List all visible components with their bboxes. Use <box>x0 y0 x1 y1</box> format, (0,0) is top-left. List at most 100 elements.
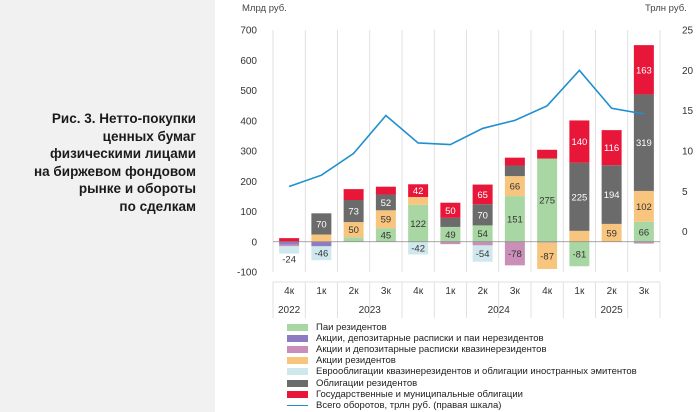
bar-data-label: 73 <box>348 207 359 218</box>
bar-data-label: 65 <box>477 190 488 201</box>
legend-label: Акции и депозитарные расписки квазинерез… <box>316 344 547 356</box>
legend-item: Всего оборотов, трлн руб. (правая шкала) <box>287 400 637 411</box>
legend-swatch <box>287 390 308 398</box>
left-axis-tick-label: 400 <box>240 116 257 127</box>
bar-segment <box>408 241 429 255</box>
bar-segment <box>279 238 300 242</box>
left-axis-tick-label: 100 <box>240 207 257 218</box>
legend-swatch <box>287 335 308 343</box>
x-axis-quarter-label: 3к <box>510 286 521 297</box>
legend-swatch <box>287 368 308 376</box>
x-axis-quarter-label: 1к <box>445 286 456 297</box>
right-axis-tick-label: 5 <box>682 187 688 198</box>
bar-data-label: 70 <box>477 210 488 221</box>
bar-data-label: 163 <box>636 65 652 76</box>
bar-data-label: 116 <box>604 143 619 154</box>
bar-segment <box>311 241 332 247</box>
x-axis-quarter-label: 1к <box>316 286 327 297</box>
legend-item: Акции резидентов <box>287 355 637 366</box>
bar-data-label: 26 <box>510 148 521 159</box>
right-axis-tick-label: 15 <box>682 106 694 117</box>
bar-segment <box>504 241 525 266</box>
bar-segment <box>472 225 493 242</box>
x-axis-quarter-label: 4к <box>413 286 424 297</box>
bar-data-label: 225 <box>571 192 587 203</box>
legend-swatch <box>287 346 308 354</box>
legend-swatch <box>287 404 308 406</box>
bar-data-label: -87 <box>540 251 554 262</box>
bar-segment <box>408 204 429 242</box>
legend-item: Государственные и муниципальные облигаци… <box>287 389 637 400</box>
x-axis-quarter-label: 2к <box>607 286 618 297</box>
bar-segment <box>537 242 558 269</box>
bar-data-label: 52 <box>381 198 392 209</box>
bar-data-label: 151 <box>507 214 523 225</box>
bar-segment <box>279 246 300 254</box>
bar-data-label: 42 <box>413 186 424 197</box>
legend-label: Государственные и муниципальные облигаци… <box>316 388 523 400</box>
bar-segment <box>472 184 493 205</box>
legend-label: Акции резидентов <box>316 355 396 367</box>
bar-segment <box>569 120 590 163</box>
legend-swatch <box>287 379 308 387</box>
x-axis-quarter-label: 1к <box>574 286 585 297</box>
bar-data-label: 319 <box>636 138 652 149</box>
left-axis-tick-label: 700 <box>240 26 257 37</box>
chart-area: Млрд руб. Трлн руб. -100 0 100 200 300 400 500… <box>215 0 700 412</box>
legend-label: Акции, депозитарные расписки и паи нерез… <box>316 333 544 345</box>
bar-segment <box>537 241 558 243</box>
bar-data-label: 102 <box>636 202 652 213</box>
bar-data-label: 70 <box>316 219 327 230</box>
x-axis-quarter-label: 4к <box>284 286 295 297</box>
bar-segment <box>408 184 429 197</box>
bar-segment <box>472 241 493 246</box>
bar-segment <box>375 228 396 242</box>
bar-segment <box>343 237 364 242</box>
x-axis-year-label: 2025 <box>601 305 624 316</box>
bar-segment <box>504 176 525 197</box>
bar-data-label: 50 <box>445 206 456 217</box>
bar-segment <box>601 130 622 166</box>
bar-segment <box>569 162 590 231</box>
left-axis-tick-label: 500 <box>240 86 257 97</box>
bar-data-label: 26 <box>381 177 392 188</box>
bar-segment <box>440 241 461 245</box>
bar-segment <box>440 217 461 227</box>
bar-segment <box>633 190 654 222</box>
right-axis-tick-label: 10 <box>682 147 694 158</box>
right-axis-tick-label: 25 <box>682 26 694 37</box>
right-axis-tick-label: 20 <box>682 66 694 77</box>
right-axis-tick-label: 0 <box>682 227 688 238</box>
bar-data-label: 66 <box>639 227 650 238</box>
bar-segment <box>408 196 429 205</box>
bar-segment <box>633 221 654 242</box>
legend-item: Паи резидентов <box>287 322 637 333</box>
legend-label: Еврооблигации квазинерезидентов и облига… <box>316 366 637 378</box>
bar-segment <box>472 204 493 226</box>
x-axis-quarter-label: 2к <box>478 286 489 297</box>
x-axis-quarter-label: 4к <box>542 286 553 297</box>
bar-data-label: 29 <box>542 140 553 151</box>
bar-segment <box>472 245 493 262</box>
bar-data-label: 59 <box>606 228 617 239</box>
bar-segment <box>375 194 396 211</box>
bar-data-label: 275 <box>539 196 555 207</box>
bar-segment <box>601 165 622 224</box>
bar-data-label: 54 <box>477 229 488 240</box>
x-axis-quarter-label: 2к <box>349 286 360 297</box>
left-axis-tick-label: -100 <box>237 268 257 279</box>
bar-segment <box>440 202 461 218</box>
stacked-bar-chart: -100010020030040050060070005101520254512… <box>237 26 694 318</box>
bar-segment <box>504 157 525 166</box>
legend-item: Облигации резидентов <box>287 377 637 389</box>
legend-label: Паи резидентов <box>316 322 387 334</box>
bar-data-label: 59 <box>381 215 392 226</box>
bar-data-label: 140 <box>571 137 587 148</box>
x-axis-quarter-label: 3к <box>381 286 392 297</box>
turnover-line <box>288 69 645 188</box>
figure-title: Рис. 3. Нетто-покупки ценных бумаг физич… <box>34 111 196 214</box>
x-axis-year-label: 2022 <box>278 305 301 316</box>
bar-segment <box>375 186 396 195</box>
bar-segment <box>504 196 525 242</box>
legend-item: Акции и депозитарные расписки квазинерез… <box>287 344 637 355</box>
